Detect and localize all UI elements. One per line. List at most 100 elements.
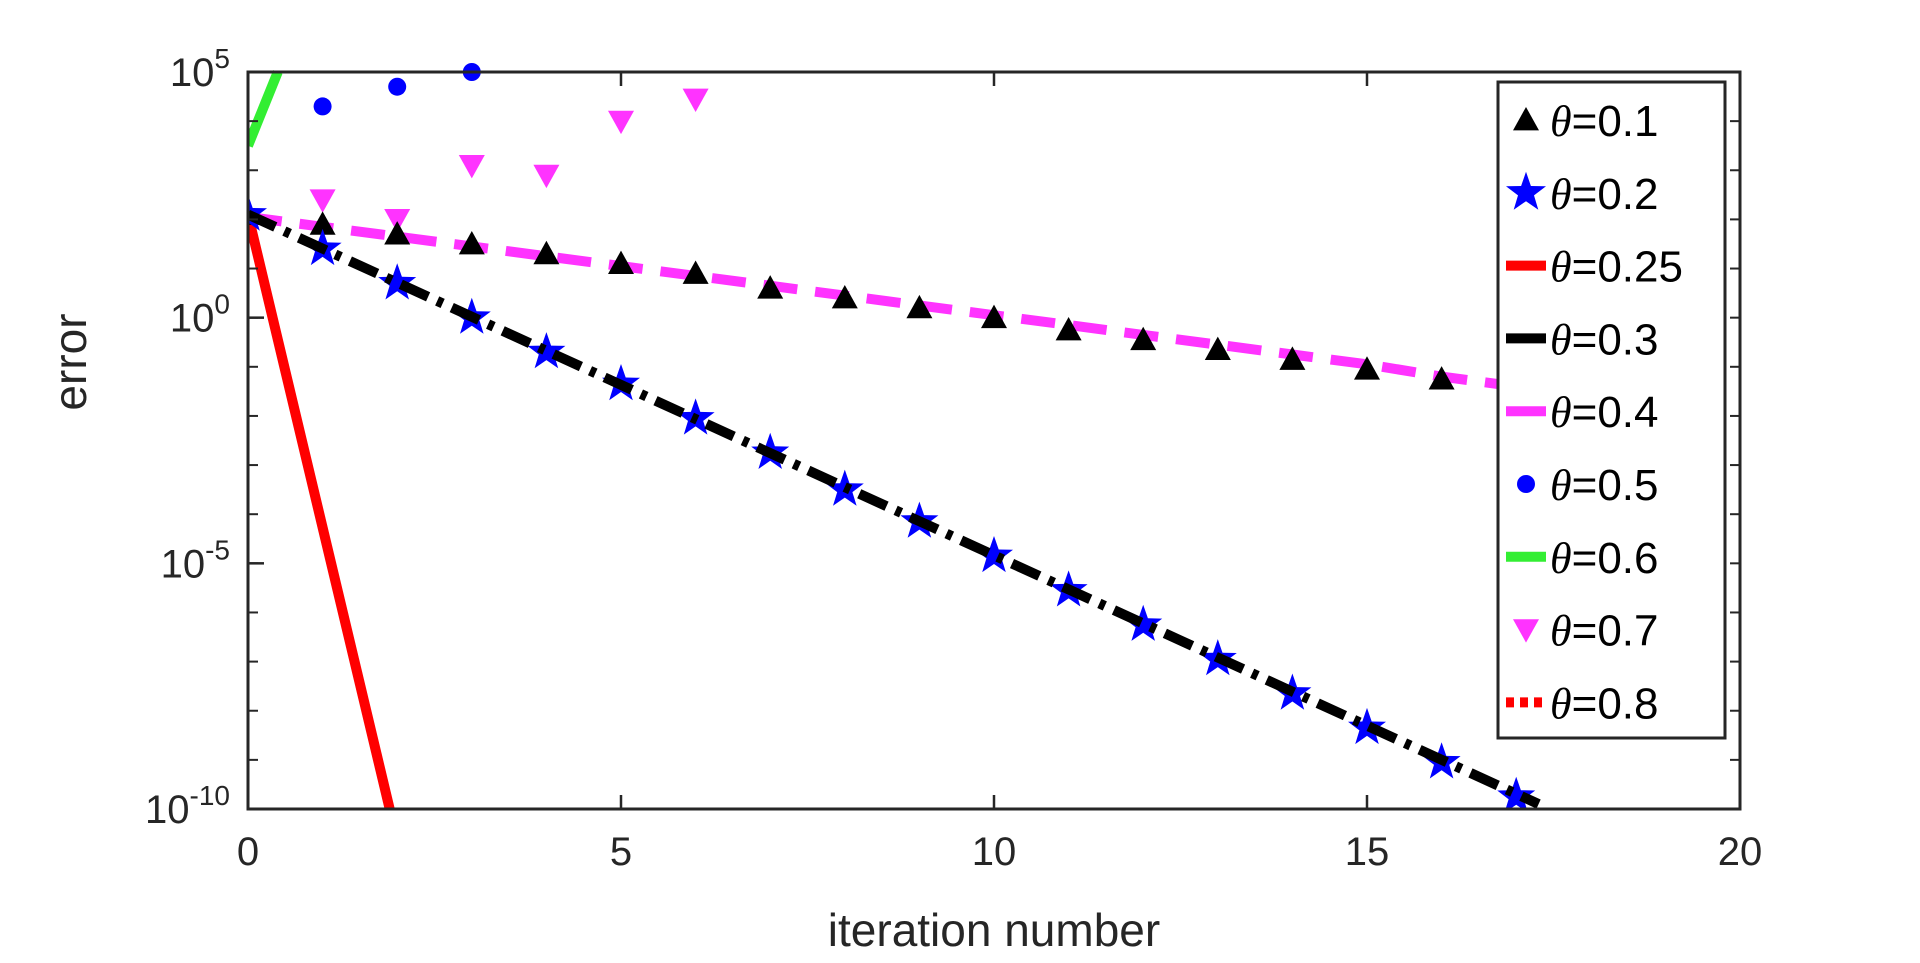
series-0-1-point [831,285,858,309]
legend-theta-symbol: θ [1550,170,1572,219]
series-0-25 [248,213,395,810]
legend-value: =0.1 [1572,97,1659,146]
legend-value: =0.7 [1572,607,1659,656]
legend-entry-0-2-label: θ=0.2 [1550,170,1659,219]
legend-value: =0.5 [1572,461,1659,510]
x-tick-label: 15 [1345,830,1390,874]
series-0-2-point [527,332,566,369]
x-axis-title: iteration number [828,904,1160,956]
series-0-3-line [248,209,1541,809]
series-0-2-point [975,536,1013,573]
series-0-1-point [757,275,784,299]
legend-entry-0-25: θ=0.25 [1506,243,1683,292]
y-tick-label-base: 10 [170,297,215,341]
y-tick-label: 10-10 [145,780,230,832]
series-0-6 [248,70,283,148]
plot-background [248,72,1740,809]
legend-entry-0-7-marker [1513,619,1539,643]
legend-theta-symbol: θ [1550,388,1572,437]
legend-entry-0-5: θ=0.5 [1517,461,1659,510]
y-tick-label-base: 10 [161,542,206,586]
series-0-4-line [248,211,1517,392]
series-0-1-point [1130,326,1157,351]
x-tick-label: 10 [972,830,1017,874]
legend-entry-0-8: θ=0.8 [1506,679,1659,728]
legend-entry-0-3: θ=0.3 [1506,315,1659,364]
series-0-5 [313,63,481,116]
legend-entry-0-7: θ=0.7 [1513,607,1659,656]
legend-entry-0-8-label: θ=0.8 [1550,679,1659,728]
legend-theta-symbol: θ [1550,607,1572,656]
legend-value: =0.2 [1572,170,1659,219]
legend: θ=0.1θ=0.2θ=0.25θ=0.3θ=0.4θ=0.5θ=0.6θ=0.… [1496,80,1727,740]
series-0-1-point [458,230,485,255]
legend-entry-0-5-label: θ=0.5 [1550,461,1659,510]
y-axis-title: error [44,313,96,410]
legend-theta-symbol: θ [1550,461,1572,510]
series-0-2-point [1124,604,1163,641]
series-0-7-point [458,154,485,179]
y-tick-label-exponent: 5 [214,43,230,74]
legend-theta-symbol: θ [1550,97,1572,146]
legend-entry-0-1: θ=0.1 [1513,97,1659,146]
series-0-7-point [533,164,560,189]
series-0-2-point [378,263,417,300]
legend-value: =0.3 [1572,315,1659,364]
legend-value: =0.6 [1572,534,1659,583]
series-0-4 [248,211,1517,392]
y-tick-label-exponent: -5 [205,534,230,565]
series-0-5-point [388,77,407,96]
series-0-1-point [533,240,560,265]
y-tick-label-exponent: 0 [214,289,230,320]
legend-entry-0-5-marker [1517,475,1535,493]
legend-theta-symbol: θ [1550,534,1572,583]
legend-value: =0.4 [1572,388,1659,437]
legend-entry-0-2-marker [1506,171,1546,210]
legend-entry-0-6: θ=0.6 [1506,534,1659,583]
y-tick-label-exponent: -10 [190,780,230,811]
series-0-7-point [384,209,411,233]
series-0-7-point [682,88,709,113]
series-0-1-point [981,304,1007,329]
series-0-1-point [1428,366,1455,390]
y-tick-label: 10-5 [161,534,230,586]
legend-entry-0-3-label: θ=0.3 [1550,315,1659,364]
legend-entry-0-6-label: θ=0.6 [1550,534,1659,583]
x-tick-label: 0 [237,830,259,874]
legend-value: =0.8 [1572,679,1659,728]
series-0-7 [309,88,709,233]
legend-entry-0-25-label: θ=0.25 [1550,243,1683,292]
series-0-1-point [1279,346,1306,370]
legend-value: =0.25 [1572,243,1683,292]
series-0-6-line [248,70,283,148]
series-0-1-point [1204,336,1231,361]
y-tick-label: 105 [170,43,230,95]
plot-area [248,72,1740,809]
y-tick-label-base: 10 [170,51,215,95]
legend-entry-0-2: θ=0.2 [1506,170,1659,219]
series-0-25-line [248,213,395,810]
y-tick-label: 100 [170,289,230,341]
series-0-1-point [682,260,709,284]
series-0-1-point [309,211,336,235]
series-0-7-point [608,110,634,135]
legend-theta-symbol: θ [1550,243,1572,292]
legend-entry-0-1-label: θ=0.1 [1550,97,1659,146]
series-0-1-point [1354,356,1380,380]
series-0-2-point [1348,707,1386,745]
x-ticks: 0 5 10 15 20 [237,72,1762,874]
x-tick-label: 5 [610,830,632,874]
legend-entry-0-7-label: θ=0.7 [1550,607,1659,656]
series-0-2-point [1497,776,1536,810]
series-0-3 [248,209,1541,809]
legend-entry-0-4-label: θ=0.4 [1550,388,1659,437]
legend-theta-symbol: θ [1550,679,1572,728]
series-0-1-point [1055,316,1082,341]
legend-entry-0-1-marker [1513,107,1539,131]
series-0-1-point [608,250,634,275]
legend-theta-symbol: θ [1550,315,1572,364]
series-0-1-point [384,221,411,245]
series-0-5-point [313,97,332,116]
